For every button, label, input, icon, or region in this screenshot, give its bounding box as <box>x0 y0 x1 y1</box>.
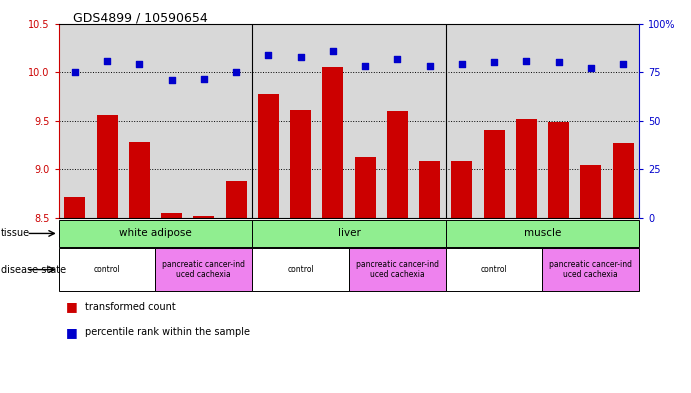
Point <box>134 61 145 68</box>
Bar <box>542 248 639 291</box>
Text: GDS4899 / 10590654: GDS4899 / 10590654 <box>73 12 207 25</box>
Bar <box>64 197 86 218</box>
Bar <box>252 248 349 291</box>
Point <box>456 61 467 68</box>
Point <box>489 59 500 66</box>
Point <box>166 77 177 83</box>
Text: control: control <box>287 265 314 274</box>
Point <box>102 57 113 64</box>
Bar <box>97 115 117 218</box>
Bar <box>59 220 252 247</box>
Text: disease state: disease state <box>1 264 66 275</box>
Point <box>359 63 370 70</box>
Point <box>198 76 209 82</box>
Point <box>424 63 435 70</box>
Bar <box>290 110 311 218</box>
Point <box>553 59 564 66</box>
Bar <box>354 157 376 218</box>
Point <box>263 51 274 58</box>
Point <box>231 69 242 75</box>
Text: transformed count: transformed count <box>85 302 176 312</box>
Bar <box>225 181 247 218</box>
Point <box>392 55 403 62</box>
Bar <box>161 213 182 218</box>
Text: pancreatic cancer-ind
uced cachexia: pancreatic cancer-ind uced cachexia <box>162 260 245 279</box>
Bar <box>451 161 472 218</box>
Bar <box>515 119 537 218</box>
Bar <box>387 111 408 218</box>
Point <box>521 57 532 64</box>
Bar <box>258 94 278 218</box>
Text: ■: ■ <box>66 326 77 339</box>
Point <box>328 48 339 54</box>
Text: ■: ■ <box>66 300 77 314</box>
Bar <box>446 248 542 291</box>
Text: pancreatic cancer-ind
uced cachexia: pancreatic cancer-ind uced cachexia <box>549 260 632 279</box>
Bar <box>252 220 446 247</box>
Bar <box>193 216 214 218</box>
Bar <box>129 142 150 218</box>
Bar <box>612 143 634 218</box>
Bar <box>322 67 343 218</box>
Bar <box>155 248 252 291</box>
Point <box>69 69 80 75</box>
Bar <box>419 161 440 218</box>
Bar <box>446 220 639 247</box>
Point <box>585 65 596 72</box>
Text: pancreatic cancer-ind
uced cachexia: pancreatic cancer-ind uced cachexia <box>356 260 439 279</box>
Text: muscle: muscle <box>524 228 561 239</box>
Text: control: control <box>94 265 120 274</box>
Bar <box>484 130 504 218</box>
Text: percentile rank within the sample: percentile rank within the sample <box>85 327 250 338</box>
Text: tissue: tissue <box>1 228 30 239</box>
Bar <box>349 248 446 291</box>
Point <box>618 61 629 68</box>
Text: white adipose: white adipose <box>119 228 192 239</box>
Bar <box>580 165 601 218</box>
Bar <box>548 122 569 218</box>
Point <box>295 53 306 60</box>
Text: liver: liver <box>337 228 361 239</box>
Text: control: control <box>481 265 507 274</box>
Bar <box>59 248 155 291</box>
